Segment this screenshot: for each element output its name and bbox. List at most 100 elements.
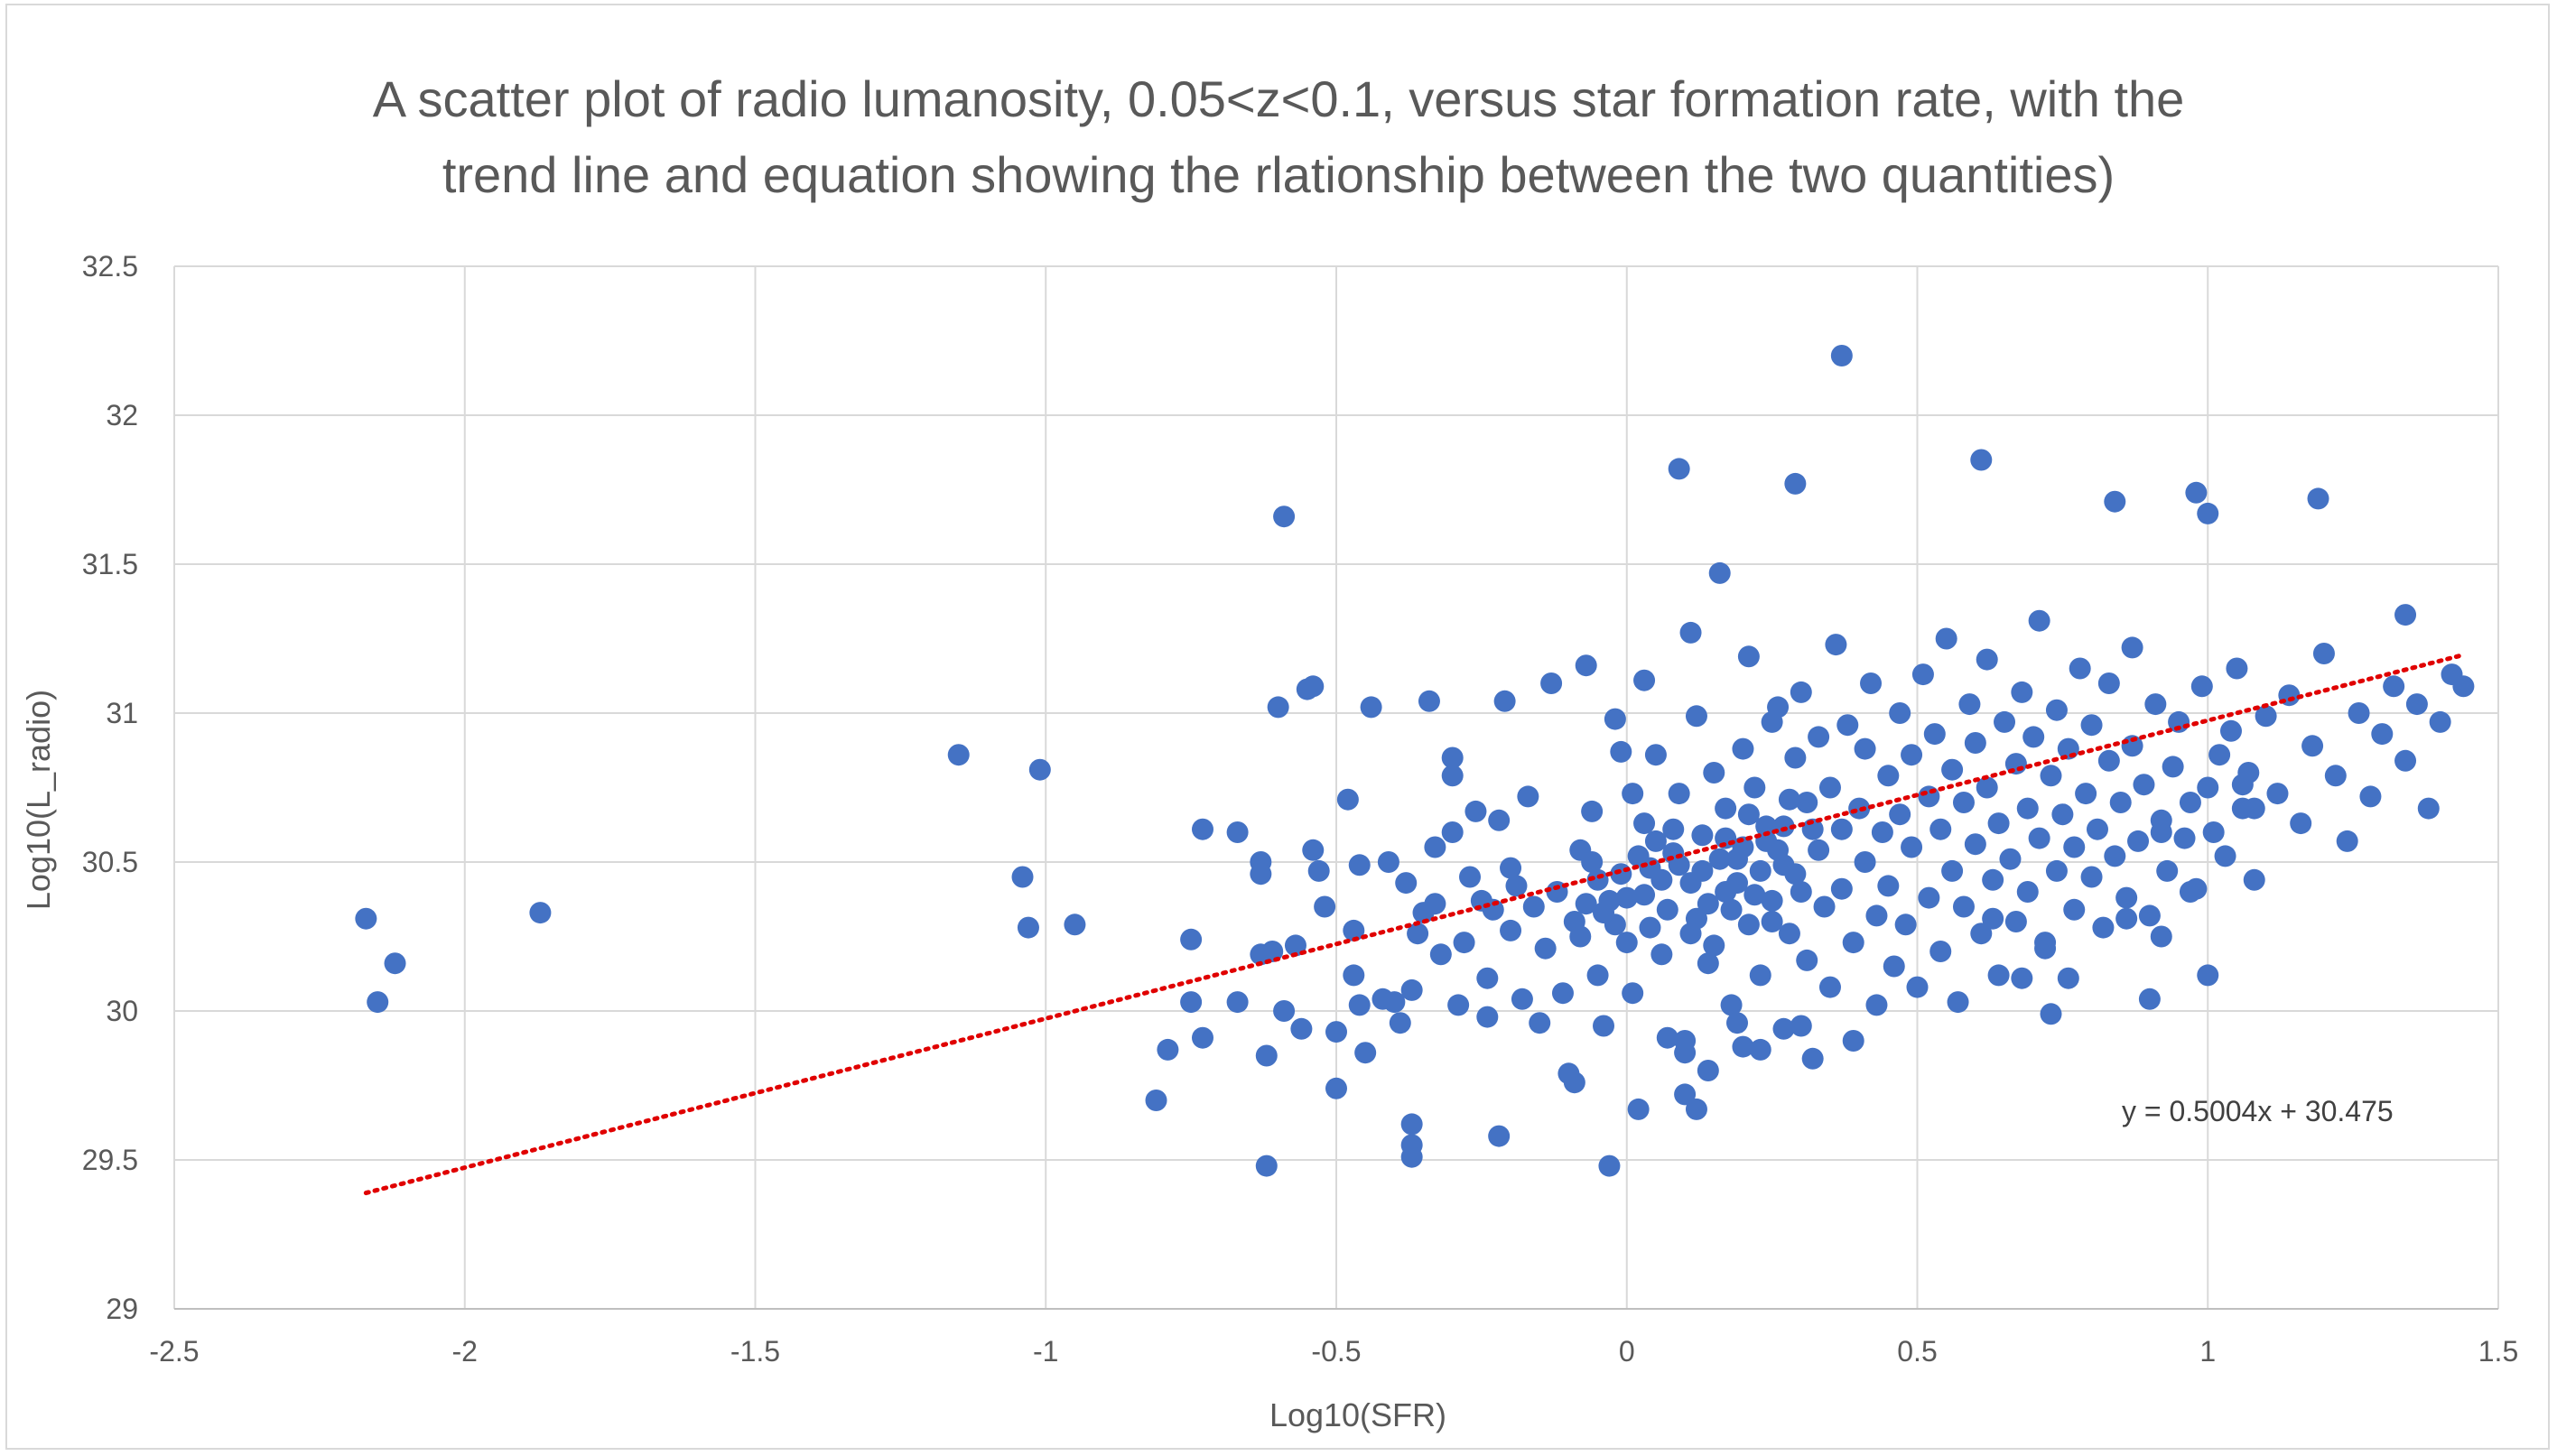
data-point — [1726, 872, 1749, 895]
data-point — [1563, 1071, 1585, 1094]
data-point — [2255, 705, 2277, 728]
y-axis-title: Log10(L_radio) — [20, 690, 57, 910]
gridlines — [173, 265, 2499, 1310]
data-point — [1180, 928, 1203, 951]
data-point — [1644, 744, 1667, 766]
data-point — [1250, 863, 1272, 886]
data-point — [1639, 916, 1661, 939]
data-point — [1226, 821, 1249, 843]
data-point — [1476, 1006, 1499, 1028]
x-tick-label: -2.5 — [149, 1335, 199, 1368]
data-point — [1778, 923, 1800, 945]
data-point — [2162, 756, 2184, 778]
x-tick-label: 0.5 — [1897, 1335, 1937, 1368]
data-point — [1604, 708, 1626, 730]
data-point — [1011, 866, 1034, 888]
data-point — [1593, 1015, 1615, 1037]
data-point — [2040, 1003, 2062, 1025]
data-point — [1737, 913, 1760, 936]
data-point — [1929, 818, 1952, 840]
data-point — [2394, 749, 2417, 772]
data-point — [2028, 609, 2050, 632]
data-point — [2040, 765, 2062, 787]
data-point — [529, 902, 552, 924]
data-point — [384, 952, 406, 975]
data-point — [1952, 895, 1975, 918]
data-point — [1615, 932, 1638, 954]
data-point — [1679, 923, 1702, 945]
data-point — [2063, 836, 2086, 858]
data-point — [1157, 1038, 1179, 1061]
data-point — [2004, 911, 2027, 932]
data-point — [2301, 735, 2324, 757]
data-point — [1732, 1035, 1754, 1058]
y-tick-label: 29.5 — [82, 1144, 138, 1176]
data-point — [1522, 895, 1545, 918]
data-point — [1772, 1017, 1795, 1040]
data-point — [1407, 923, 1429, 945]
data-point — [1191, 1026, 1213, 1049]
axes: -2.5 -2 -1.5 -1 -0.5 0 0.5 1 1.5 29 29.5 30 30.5 31 31… — [82, 250, 2519, 1368]
data-point — [2150, 821, 2172, 843]
data-point — [2243, 797, 2265, 820]
data-point — [1389, 1012, 1411, 1034]
data-point — [1749, 964, 1771, 987]
data-point — [1476, 967, 1499, 989]
x-tick-label: -1 — [1033, 1335, 1058, 1368]
chart-frame — [5, 4, 2550, 1450]
data-point — [2011, 681, 2033, 703]
data-point — [2214, 845, 2236, 867]
data-point — [2266, 783, 2289, 805]
data-point — [1633, 812, 1656, 835]
data-point — [1273, 505, 1296, 528]
data-point — [1970, 923, 1993, 945]
data-point — [1453, 932, 1475, 954]
data-point — [1575, 893, 1597, 915]
data-point — [1987, 812, 2010, 835]
data-point — [1674, 1030, 1697, 1052]
data-point — [1610, 863, 1632, 886]
data-point — [1615, 886, 1638, 909]
data-point — [1818, 976, 1841, 998]
data-point — [1650, 943, 1673, 966]
data-point — [1511, 988, 1533, 1010]
data-point — [1343, 919, 1365, 941]
data-point — [1784, 472, 1807, 495]
data-point — [1028, 758, 1051, 781]
data-point — [1830, 877, 1853, 900]
data-point — [1737, 803, 1760, 826]
data-point — [1958, 693, 1981, 716]
data-point — [2290, 812, 2312, 835]
data-point — [1929, 941, 1952, 962]
data-point — [1662, 818, 1685, 840]
data-point — [1830, 818, 1853, 840]
x-tick-label: 0 — [1619, 1335, 1635, 1368]
x-tick-label: 1.5 — [2478, 1335, 2518, 1368]
data-point — [1459, 866, 1482, 888]
data-point — [2045, 859, 2068, 882]
data-point — [2150, 925, 2172, 948]
data-point — [1691, 824, 1714, 847]
data-point — [1064, 913, 1086, 936]
data-point — [1255, 1044, 1278, 1067]
data-point — [2109, 792, 2132, 813]
data-point — [1720, 994, 1743, 1016]
data-point — [1923, 723, 1946, 746]
data-point — [2104, 490, 2126, 513]
data-point — [1336, 788, 1359, 811]
data-point — [1877, 875, 1900, 897]
data-point — [2156, 859, 2179, 882]
data-point — [1575, 654, 1597, 677]
y-tick-label: 31 — [106, 697, 138, 729]
data-point — [1267, 696, 1289, 719]
data-point — [2022, 726, 2045, 748]
data-point — [1633, 669, 1656, 691]
data-point — [1685, 705, 1707, 728]
data-point — [1441, 765, 1464, 787]
data-point — [2080, 866, 2103, 888]
data-point — [1418, 690, 1440, 712]
y-tick-label: 30.5 — [82, 846, 138, 878]
data-point — [1395, 872, 1418, 895]
data-point — [1656, 1026, 1678, 1049]
